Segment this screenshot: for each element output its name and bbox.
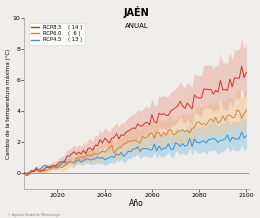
Y-axis label: Cambio de la temperatura máxima (°C): Cambio de la temperatura máxima (°C)	[5, 48, 11, 158]
Title: JAÉN: JAÉN	[124, 5, 150, 18]
Text: ANUAL: ANUAL	[125, 23, 148, 29]
X-axis label: Año: Año	[129, 199, 144, 208]
Text: © Agencia Estatal de Meteorología: © Agencia Estatal de Meteorología	[8, 213, 60, 217]
Legend: RCP8.5    ( 14 ), RCP6.0    (  6 ), RCP4.5    ( 13 ): RCP8.5 ( 14 ), RCP6.0 ( 6 ), RCP4.5 ( 13…	[29, 23, 85, 44]
